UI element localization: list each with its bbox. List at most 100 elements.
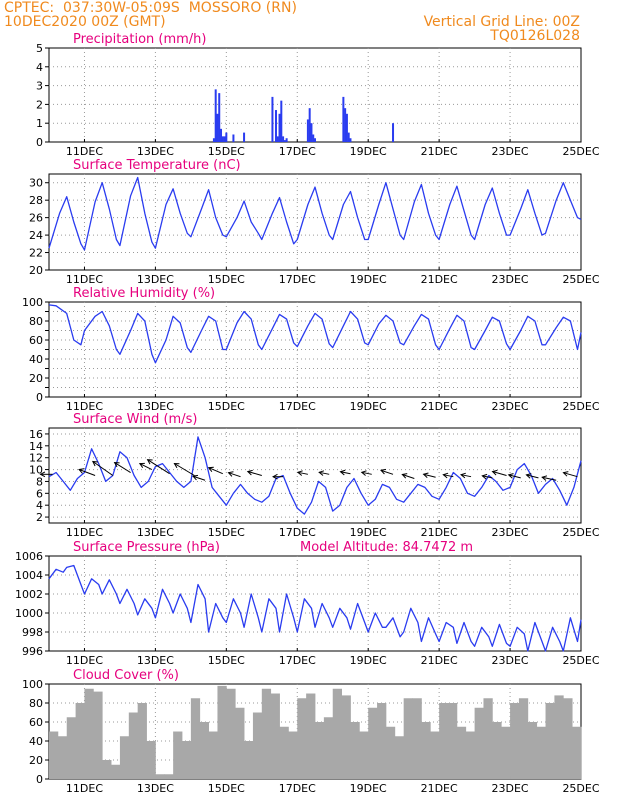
bar [173,731,183,779]
wind-arrow-head [491,469,498,476]
y-tick-label: 80 [29,697,43,710]
wind-arrow-head [91,460,98,467]
bar [75,703,85,779]
bar [283,140,286,142]
bar [306,119,309,142]
x-tick-label: 13DEC [137,526,174,539]
bar [536,726,546,779]
x-tick-label: 17DEC [279,145,316,158]
series-line [48,436,582,515]
bar [310,123,313,142]
bar [347,132,350,142]
panel-annotation: Model Altitude: 84.7472 m [300,540,473,555]
bar [308,108,311,142]
wind-arrow-head [207,466,214,472]
x-tick-label: 19DEC [350,145,387,158]
bar [285,138,288,142]
x-tick-label: 17DEC [279,782,316,795]
bar [312,134,315,142]
panel-frame [48,173,582,271]
bar [545,703,555,779]
panel-title: Cloud Cover (%) [73,668,179,683]
x-tick-label: 23DEC [492,526,529,539]
x-tick-label: 23DEC [492,400,529,413]
y-tick-label: 100 [22,296,43,309]
y-tick-label: 60 [29,716,43,729]
wind-arrow [192,475,206,481]
panel-title: Surface Wind (m/s) [73,412,197,427]
series-line [48,176,582,251]
wind-arrow [114,462,131,473]
y-tick-label: 2 [36,98,43,111]
bar [394,736,405,779]
grid-line-note: Vertical Grid Line: 00Z [423,14,580,30]
wind-arrow-head [339,469,346,476]
y-tick-label: 0 [36,136,43,149]
y-tick-label: 1002 [15,588,43,601]
wind-arrow-head [138,462,145,468]
wind-arrow [508,474,521,479]
bar [84,688,94,779]
bar [276,136,279,142]
y-tick-label: 22 [29,247,43,260]
x-tick-label: 19DEC [350,526,387,539]
bar [492,722,502,779]
x-tick-label: 25DEC [562,400,599,413]
x-tick-label: 21DEC [421,782,458,795]
x-tick-label: 13DEC [137,400,174,413]
bar [208,731,218,779]
wind-arrow [228,472,241,478]
wind-arrow-head [173,462,180,469]
y-tick-label: 998 [22,626,43,639]
y-tick-label: 26 [29,212,43,225]
x-tick-label: 15DEC [208,145,245,158]
bar [223,136,226,142]
y-tick-label: 996 [22,645,43,658]
x-tick-label: 19DEC [350,782,387,795]
bar [359,731,369,779]
bar [190,698,201,779]
wind-arrow [147,459,170,475]
bar [214,89,217,142]
bar [199,722,209,779]
bar [572,726,582,779]
panel-title: Surface Pressure (hPa) [73,540,220,555]
bar [315,722,325,779]
wind-arrow-head [113,461,120,468]
bar [155,774,165,779]
x-tick-label: 17DEC [279,273,316,286]
wind-arrow-head [442,472,449,479]
y-tick-label: 80 [29,315,43,328]
panel-frame [48,47,582,143]
x-tick-label: 25DEC [562,526,599,539]
bar [314,138,316,142]
panel-title: Relative Humidity (%) [73,286,215,301]
wind-arrow-head [146,459,153,465]
bar [510,703,520,779]
bar [270,693,280,779]
y-tick-label: 14 [29,440,43,453]
series-line [48,304,582,364]
bar [297,698,307,779]
bar [280,100,283,142]
y-tick-label: 0 [36,773,43,786]
bar [527,722,538,779]
wind-arrow [78,469,96,476]
x-tick-label: 13DEC [137,273,174,286]
y-tick-label: 1004 [15,569,43,582]
bar [182,741,192,779]
x-tick-label: 11DEC [66,145,103,158]
x-tick-label: 15DEC [208,782,245,795]
y-tick-label: 2 [36,511,43,524]
bar [119,736,130,779]
x-tick-label: 15DEC [208,654,245,667]
y-tick-label: 4 [36,499,43,512]
bar [403,698,413,779]
bar [137,703,147,779]
wind-arrow [340,471,351,475]
x-tick-label: 21DEC [421,526,458,539]
bar [217,685,227,779]
y-tick-label: 20 [29,754,43,767]
x-tick-label: 25DEC [562,273,599,286]
wind-arrow [92,461,114,476]
